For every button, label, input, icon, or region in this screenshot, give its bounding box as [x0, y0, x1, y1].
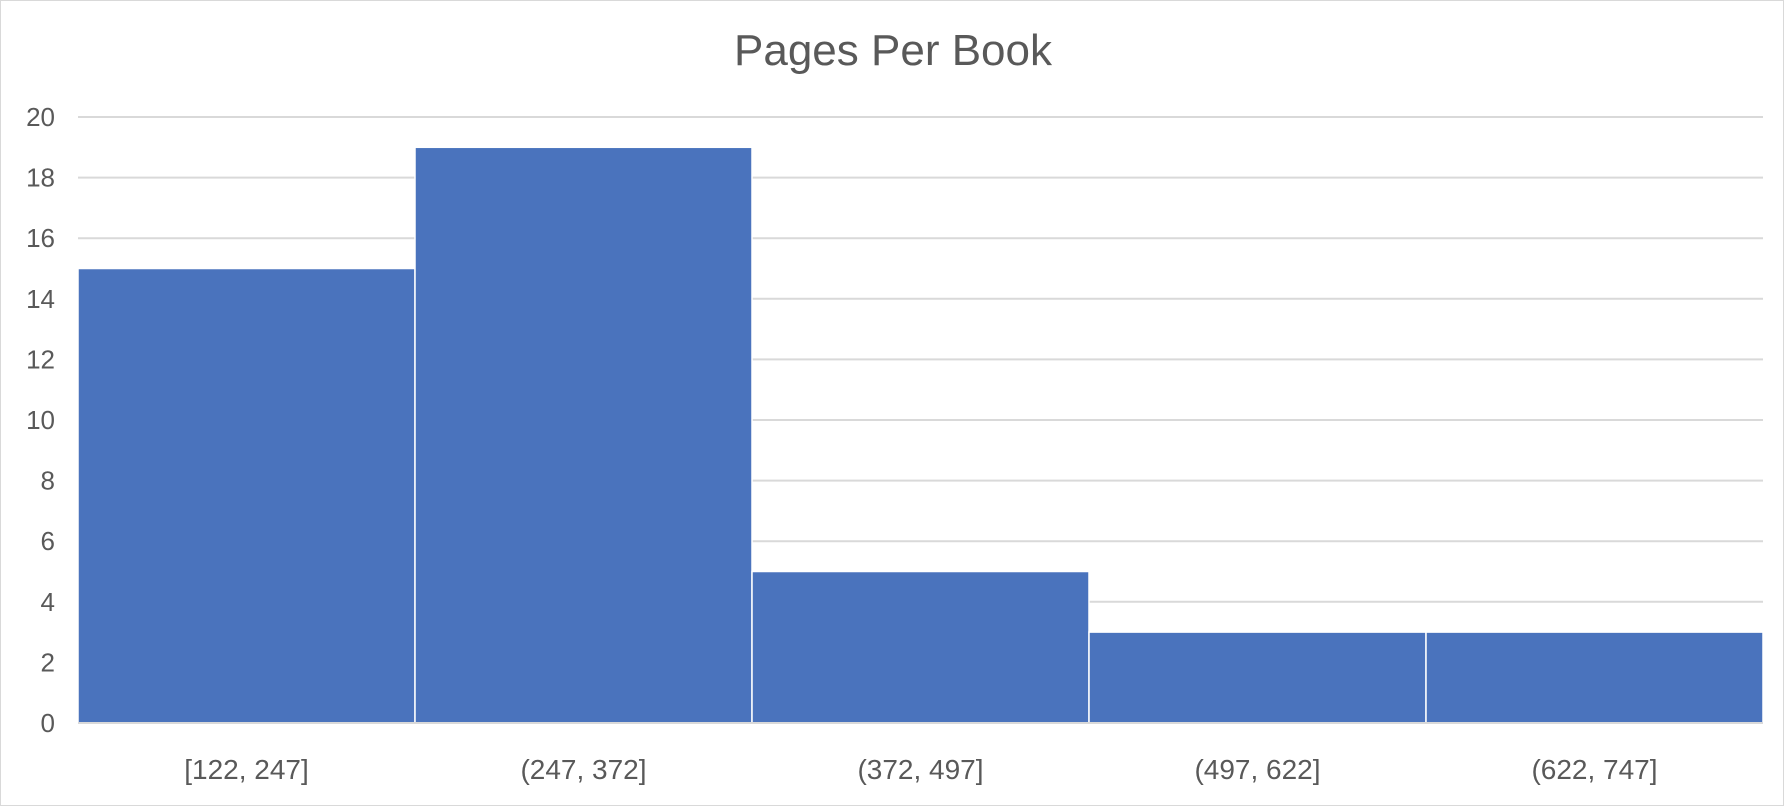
y-tick-label: 2 [41, 647, 55, 677]
bars [77, 146, 1764, 724]
histogram-bar [77, 267, 416, 724]
x-category-label: (497, 622] [1194, 754, 1320, 785]
chart-title: Pages Per Book [734, 26, 1053, 75]
x-axis-categories: [122, 247] (247, 372] (372, 497] (497, 622]… [184, 754, 1657, 785]
y-tick-label: 4 [41, 587, 55, 617]
y-axis-ticks: 0 2 4 6 8 10 12 14 16 18 20 [26, 102, 55, 738]
x-category-label: (247, 372] [520, 754, 646, 785]
histogram-bar [414, 146, 753, 724]
y-tick-label: 0 [41, 708, 55, 738]
y-tick-label: 18 [26, 163, 55, 193]
histogram-bar [751, 570, 1090, 724]
y-tick-label: 16 [26, 223, 55, 253]
y-tick-label: 14 [26, 284, 55, 314]
x-category-label: (622, 747] [1531, 754, 1657, 785]
y-tick-label: 12 [26, 344, 55, 374]
y-tick-label: 6 [41, 526, 55, 556]
histogram-bar [1425, 631, 1764, 724]
x-category-label: (372, 497] [857, 754, 983, 785]
y-tick-label: 10 [26, 405, 55, 435]
y-tick-label: 8 [41, 466, 55, 496]
y-tick-label: 20 [26, 102, 55, 132]
histogram-bar [1088, 631, 1427, 724]
x-category-label: [122, 247] [184, 754, 309, 785]
